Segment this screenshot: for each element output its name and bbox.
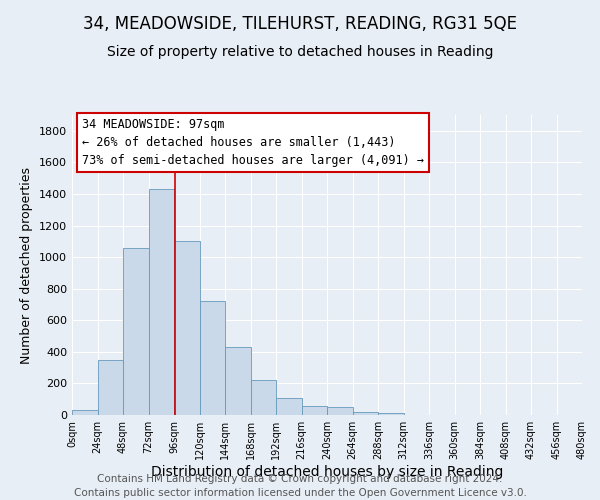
- Text: Contains HM Land Registry data © Crown copyright and database right 2024.
Contai: Contains HM Land Registry data © Crown c…: [74, 474, 526, 498]
- Bar: [72, 410, 97, 415]
- Text: 34 MEADOWSIDE: 97sqm
← 26% of detached houses are smaller (1,443)
73% of semi-de: 34 MEADOWSIDE: 97sqm ← 26% of detached h…: [82, 118, 424, 167]
- Bar: [378, 412, 404, 415]
- Text: Size of property relative to detached houses in Reading: Size of property relative to detached ho…: [107, 45, 493, 59]
- Bar: [251, 380, 276, 415]
- Bar: [225, 347, 251, 415]
- Bar: [174, 242, 199, 415]
- Bar: [123, 248, 149, 415]
- Bar: [302, 406, 327, 415]
- X-axis label: Distribution of detached houses by size in Reading: Distribution of detached houses by size …: [151, 464, 503, 478]
- Bar: [276, 398, 302, 415]
- Y-axis label: Number of detached properties: Number of detached properties: [20, 166, 34, 364]
- Text: 34, MEADOWSIDE, TILEHURST, READING, RG31 5QE: 34, MEADOWSIDE, TILEHURST, READING, RG31…: [83, 15, 517, 33]
- Bar: [149, 189, 174, 415]
- Bar: [199, 302, 225, 415]
- Bar: [327, 407, 353, 415]
- Bar: [353, 412, 378, 415]
- Bar: [97, 360, 123, 415]
